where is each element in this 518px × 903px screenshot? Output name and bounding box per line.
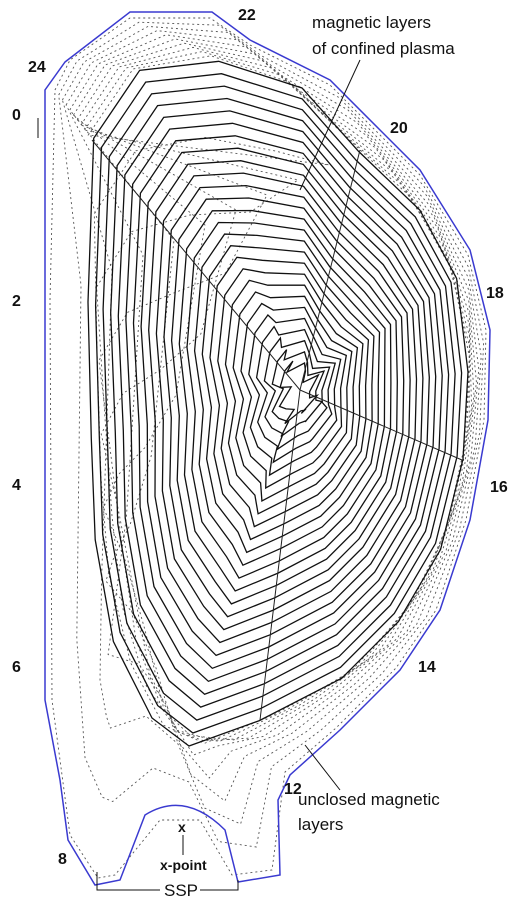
annotation: layers [298,815,343,834]
closed-layer [272,350,324,437]
closed-layer [226,280,358,513]
closed-layer [96,74,462,733]
region-label: 24 [28,59,46,76]
annotation: of confined plasma [312,39,455,58]
annotation: unclosed magnetic [298,790,440,809]
spoke [92,140,300,390]
magnetic-layers [50,18,486,878]
region-label: 8 [58,851,67,868]
x-point-label: x-point [160,857,207,873]
closed-layer [88,61,468,746]
closed-layer [249,315,341,475]
closed-layer [195,234,380,565]
vessel-boundary [45,12,490,885]
annotation: magnetic layers [312,13,431,32]
axis-label: 0 [12,107,21,124]
closed-layer [172,198,398,604]
unclosed-layer [66,31,479,801]
closed-layer [280,361,319,424]
x-point-mark: x [178,819,186,835]
region-label: 22 [238,7,256,24]
closed-layer [257,327,336,463]
ssp-label: SSP [164,881,198,900]
tokamak-diagram: 22 24 20 18 16 14 12 8 0 2 4 6 magnetic … [0,0,518,903]
region-label: 14 [418,659,436,676]
axis-label: 4 [12,477,21,494]
region-label: 16 [490,479,508,496]
region-label: 18 [486,285,504,302]
leader-line [305,745,340,790]
region-label: 20 [390,120,408,137]
axis-label: 6 [12,659,21,676]
unclosed-layer [59,22,484,847]
closed-layer [210,257,368,539]
closed-layer [187,223,385,579]
unclosed-layer [85,52,470,742]
axis-label: 2 [12,293,21,310]
unclosed-layer [62,26,481,824]
